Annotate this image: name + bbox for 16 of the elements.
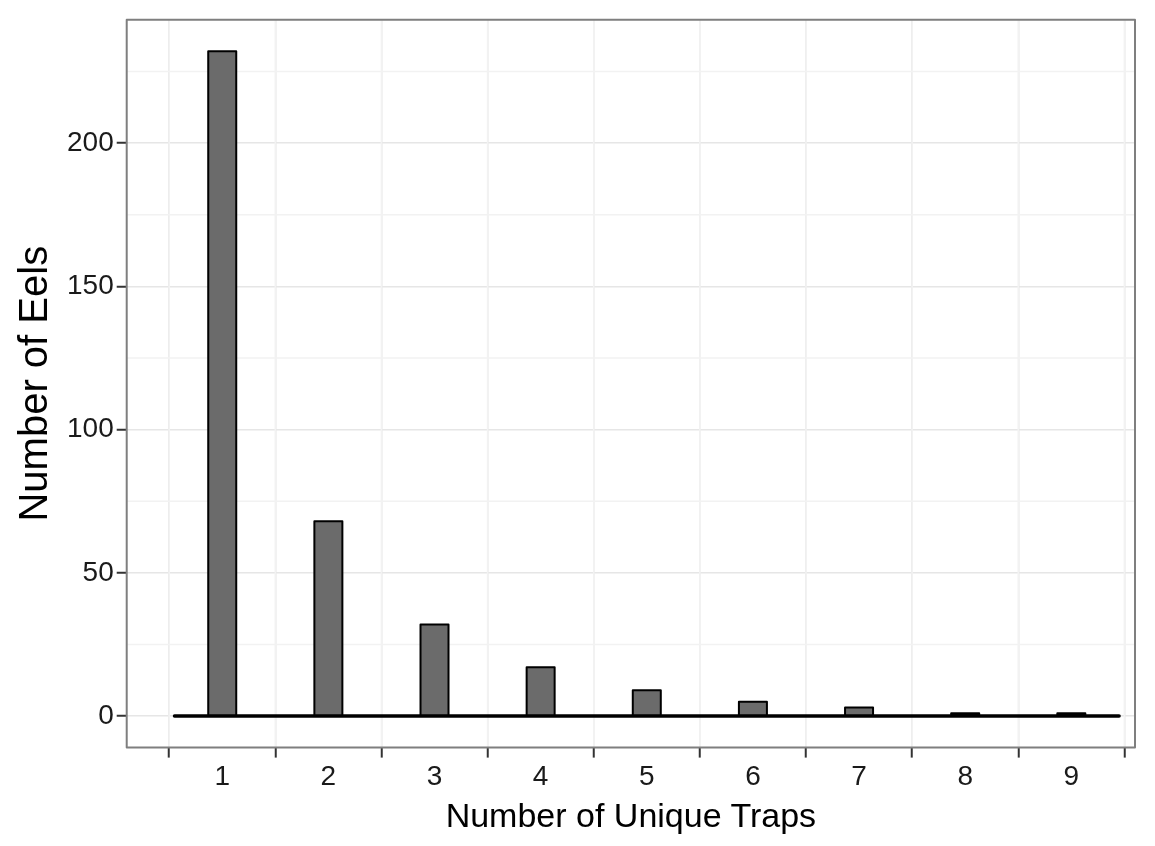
x-tick-label: 9 <box>1063 760 1080 792</box>
x-tick-label: 3 <box>426 760 443 792</box>
y-tick-label: 100 <box>67 412 114 444</box>
x-tick-label: 7 <box>851 760 867 792</box>
y-tick-label: 200 <box>67 125 114 157</box>
x-tick-label: 4 <box>532 760 549 792</box>
x-tick-label: 5 <box>638 760 655 792</box>
x-tick-label: 8 <box>957 760 973 792</box>
y-tick-label: 0 <box>98 698 114 730</box>
x-tick-label: 1 <box>214 760 231 792</box>
x-axis-title: Number of Unique Traps <box>445 795 817 834</box>
y-tick-label: 50 <box>82 555 114 587</box>
x-tick-label: 6 <box>745 760 761 792</box>
y-tick-label: 150 <box>67 269 114 300</box>
x-tick-label: 2 <box>320 760 337 792</box>
y-axis-title: Number of Eels <box>11 245 56 522</box>
